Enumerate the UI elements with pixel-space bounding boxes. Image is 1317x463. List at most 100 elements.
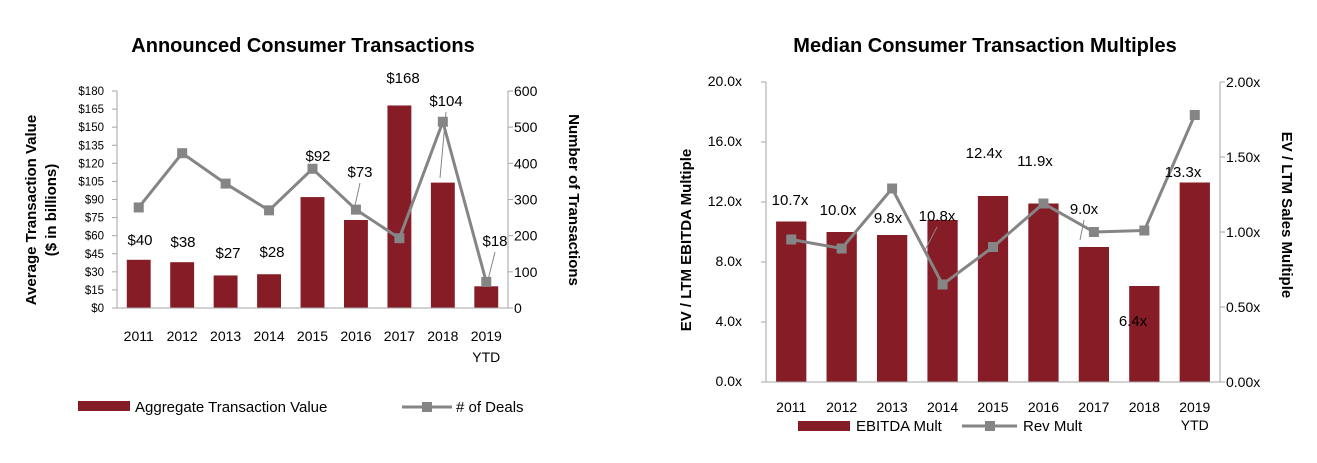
line-marker-2014 (937, 279, 948, 290)
left-tick-label: $120 (78, 158, 104, 170)
data-label-2014: $28 (259, 244, 284, 261)
line-marker-2018 (437, 116, 448, 127)
category-label: 2013 (210, 328, 241, 344)
line-marker-2018 (1139, 225, 1150, 236)
line-marker-2016 (1038, 198, 1049, 209)
category-label: 2017 (1078, 399, 1109, 415)
left-axis-title: Average Transaction Value (23, 115, 40, 305)
bar-2017 (1078, 247, 1110, 382)
data-label-2018: $104 (429, 93, 462, 110)
legend-bar-label: Aggregate Transaction Value (135, 399, 327, 416)
left-tick-label: 16.0x (708, 133, 742, 149)
line-marker-2012 (836, 243, 847, 254)
bar-2016 (343, 219, 368, 308)
leader-line (487, 251, 496, 281)
left-tick-label: $75 (85, 213, 104, 225)
data-label-2012: $38 (170, 234, 195, 251)
legend: Aggregate Transaction Value # of Deals (78, 399, 524, 416)
data-label-2011: 10.7x (772, 192, 809, 209)
bar-2018 (1129, 286, 1160, 382)
category-label: 2011 (124, 328, 154, 344)
data-label-2011: $40 (127, 232, 152, 249)
bar-2012 (170, 262, 195, 308)
category-label: 2014 (253, 328, 284, 344)
bar-2014 (927, 220, 958, 382)
category-label: 2012 (826, 399, 857, 415)
left-tick-label: 12.0x (708, 193, 742, 209)
left-tick-label: $90 (85, 195, 104, 207)
right-axis-title: Number of Transactions (565, 114, 582, 286)
left-axis-subtitle: ($ in billions) (43, 164, 60, 257)
left-tick-label: 8.0x (716, 253, 742, 269)
legend: EBITDA Mult Rev Mult (798, 418, 1083, 435)
bar-2016 (1028, 203, 1059, 382)
category-sublabel: YTD (1181, 417, 1209, 433)
left-tick-label: $0 (91, 303, 104, 315)
leader-line (439, 111, 447, 179)
line-marker-2014 (264, 205, 275, 216)
line-marker-2011 (786, 234, 797, 245)
left-tick-label: 20.0x (708, 73, 742, 89)
bar-2014 (257, 274, 282, 308)
left-axis-title: EV / LTM EBITDA Multiple (678, 149, 695, 332)
data-label-2017: 9.0x (1070, 201, 1099, 218)
data-label-2012: 10.0x (820, 202, 857, 219)
category-sublabel: YTD (472, 349, 500, 365)
category-label: 2017 (384, 328, 415, 344)
left-tick-label: $15 (85, 285, 104, 297)
category-label: 2019 (1179, 399, 1210, 415)
line-marker-2011 (133, 202, 144, 213)
left-tick-label: $180 (78, 86, 104, 98)
bar-2012 (826, 232, 857, 382)
left-tick-label: $60 (85, 231, 104, 243)
bar-2018 (430, 182, 455, 308)
data-label-2015: 12.4x (966, 145, 1003, 162)
line-marker-2019 (1189, 110, 1200, 120)
legend-line-marker (422, 402, 432, 412)
right-tick-label: 1.00x (1226, 224, 1260, 240)
left-tick-label: $45 (85, 249, 104, 261)
line-marker-2019 (481, 276, 492, 287)
leader-line (353, 182, 361, 211)
left-tick-label: $105 (78, 176, 104, 188)
data-label-2018: 6.4x (1119, 313, 1148, 330)
line-marker-2013 (220, 178, 231, 189)
line-marker-2012 (177, 148, 188, 159)
right-tick-label: 500 (514, 119, 538, 135)
chart-transactions: Announced Consumer Transactions $0 $15 $30… (23, 35, 582, 416)
right-tick-label: 300 (514, 192, 538, 208)
right-tick-label: 100 (514, 264, 538, 280)
right-tick-label: 1.50x (1226, 149, 1260, 165)
leader-line (1079, 219, 1085, 241)
line-marker-2017 (394, 233, 405, 244)
data-label-2017: $168 (386, 70, 419, 87)
right-tick-label: 0 (514, 300, 522, 316)
category-label: 2016 (1028, 399, 1059, 415)
leader-line (924, 226, 938, 251)
bar-2013 (876, 235, 908, 382)
left-tick-label: $150 (78, 122, 104, 134)
category-label: 2012 (167, 328, 198, 344)
legend-line-marker (985, 421, 995, 431)
data-label-2016: $73 (347, 164, 372, 181)
bar-2015 (300, 197, 325, 308)
category-label: 2014 (927, 399, 958, 415)
data-label-2016: 11.9x (1017, 153, 1053, 170)
right-tick-label: 600 (514, 83, 538, 99)
legend-bar-label: EBITDA Mult (856, 418, 943, 435)
bar-2011 (776, 221, 807, 382)
right-tick-label: 200 (514, 228, 538, 244)
line-marker-2015 (988, 242, 998, 252)
left-tick-label: 4.0x (716, 313, 742, 329)
legend-bar-swatch (78, 401, 130, 411)
category-label: 2018 (1129, 399, 1160, 415)
left-tick-label: 0.0x (716, 373, 742, 389)
bar-2017 (387, 105, 412, 308)
chart-title: Median Consumer Transaction Multiples (793, 35, 1176, 57)
right-axis-title: EV / LTM Sales Multiple (1278, 132, 1295, 298)
right-tick-label: 400 (514, 155, 538, 171)
left-tick-label: $30 (85, 267, 104, 279)
chart-title: Announced Consumer Transactions (131, 35, 474, 57)
category-label: 2019 (471, 328, 502, 344)
category-label: 2015 (977, 399, 1008, 415)
